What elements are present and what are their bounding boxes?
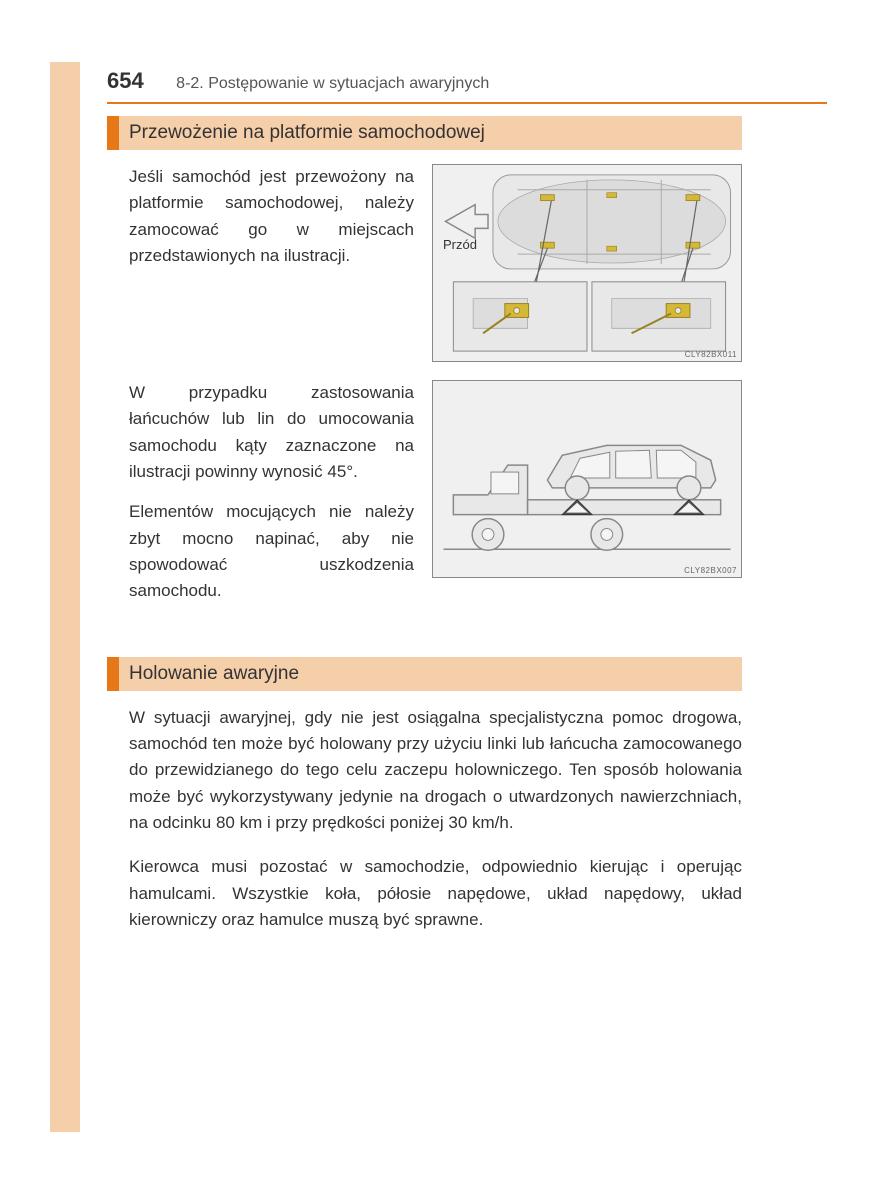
section1-title: Przewożenie na platformie samochodowej — [129, 122, 485, 144]
figure2-code: CLY82BX007 — [684, 566, 737, 575]
figure-flatbed-angle: CLY82BX007 — [432, 380, 742, 578]
header-rule — [107, 102, 827, 104]
page-number: 654 — [107, 68, 144, 94]
side-tab — [50, 62, 80, 1132]
section2-para2: Kierowca musi pozostać w samochodzie, od… — [129, 854, 742, 933]
section1-block1: Jeśli samochód jest przewożony na platfo… — [129, 164, 742, 362]
section1-para3: Elementów mocujących nie należy zbyt moc… — [129, 499, 414, 604]
front-arrow-label: Przód — [443, 237, 477, 252]
section1-header: Przewożenie na platformie samochodowej — [107, 116, 742, 150]
figure1-code: CLY82BX011 — [685, 350, 737, 359]
flatbed-illustration — [433, 381, 741, 577]
section-gap — [107, 637, 742, 657]
section1-text1: Jeśli samochód jest przewożony na platfo… — [129, 164, 414, 362]
section1-block2: W przypadku zastosowania łańcuchów lub l… — [129, 380, 742, 619]
section1-text2: W przypadku zastosowania łańcuchów lub l… — [129, 380, 414, 619]
section2-body: W sytuacji awaryjnej, gdy nie jest osiąg… — [129, 705, 742, 934]
section2-title: Holowanie awaryjne — [129, 663, 299, 685]
section-accent-bar — [107, 116, 119, 150]
figure-tie-down-points: Przód CLY82BX011 — [432, 164, 742, 362]
manual-page: 654 8-2. Postępowanie w sytuacjach awary… — [0, 0, 877, 1200]
chapter-title: 8-2. Postępowanie w sytuacjach awaryjnyc… — [176, 75, 489, 93]
tie-down-illustration — [433, 165, 741, 361]
section2-para1: W sytuacji awaryjnej, gdy nie jest osiąg… — [129, 705, 742, 837]
content-area: Przewożenie na platformie samochodowej J… — [107, 116, 742, 952]
section1-para2: W przypadku zastosowania łańcuchów lub l… — [129, 380, 414, 485]
section2-header: Holowanie awaryjne — [107, 657, 742, 691]
section1-para1: Jeśli samochód jest przewożony na platfo… — [129, 164, 414, 269]
section-accent-bar — [107, 657, 119, 691]
page-header: 654 8-2. Postępowanie w sytuacjach awary… — [107, 68, 827, 94]
